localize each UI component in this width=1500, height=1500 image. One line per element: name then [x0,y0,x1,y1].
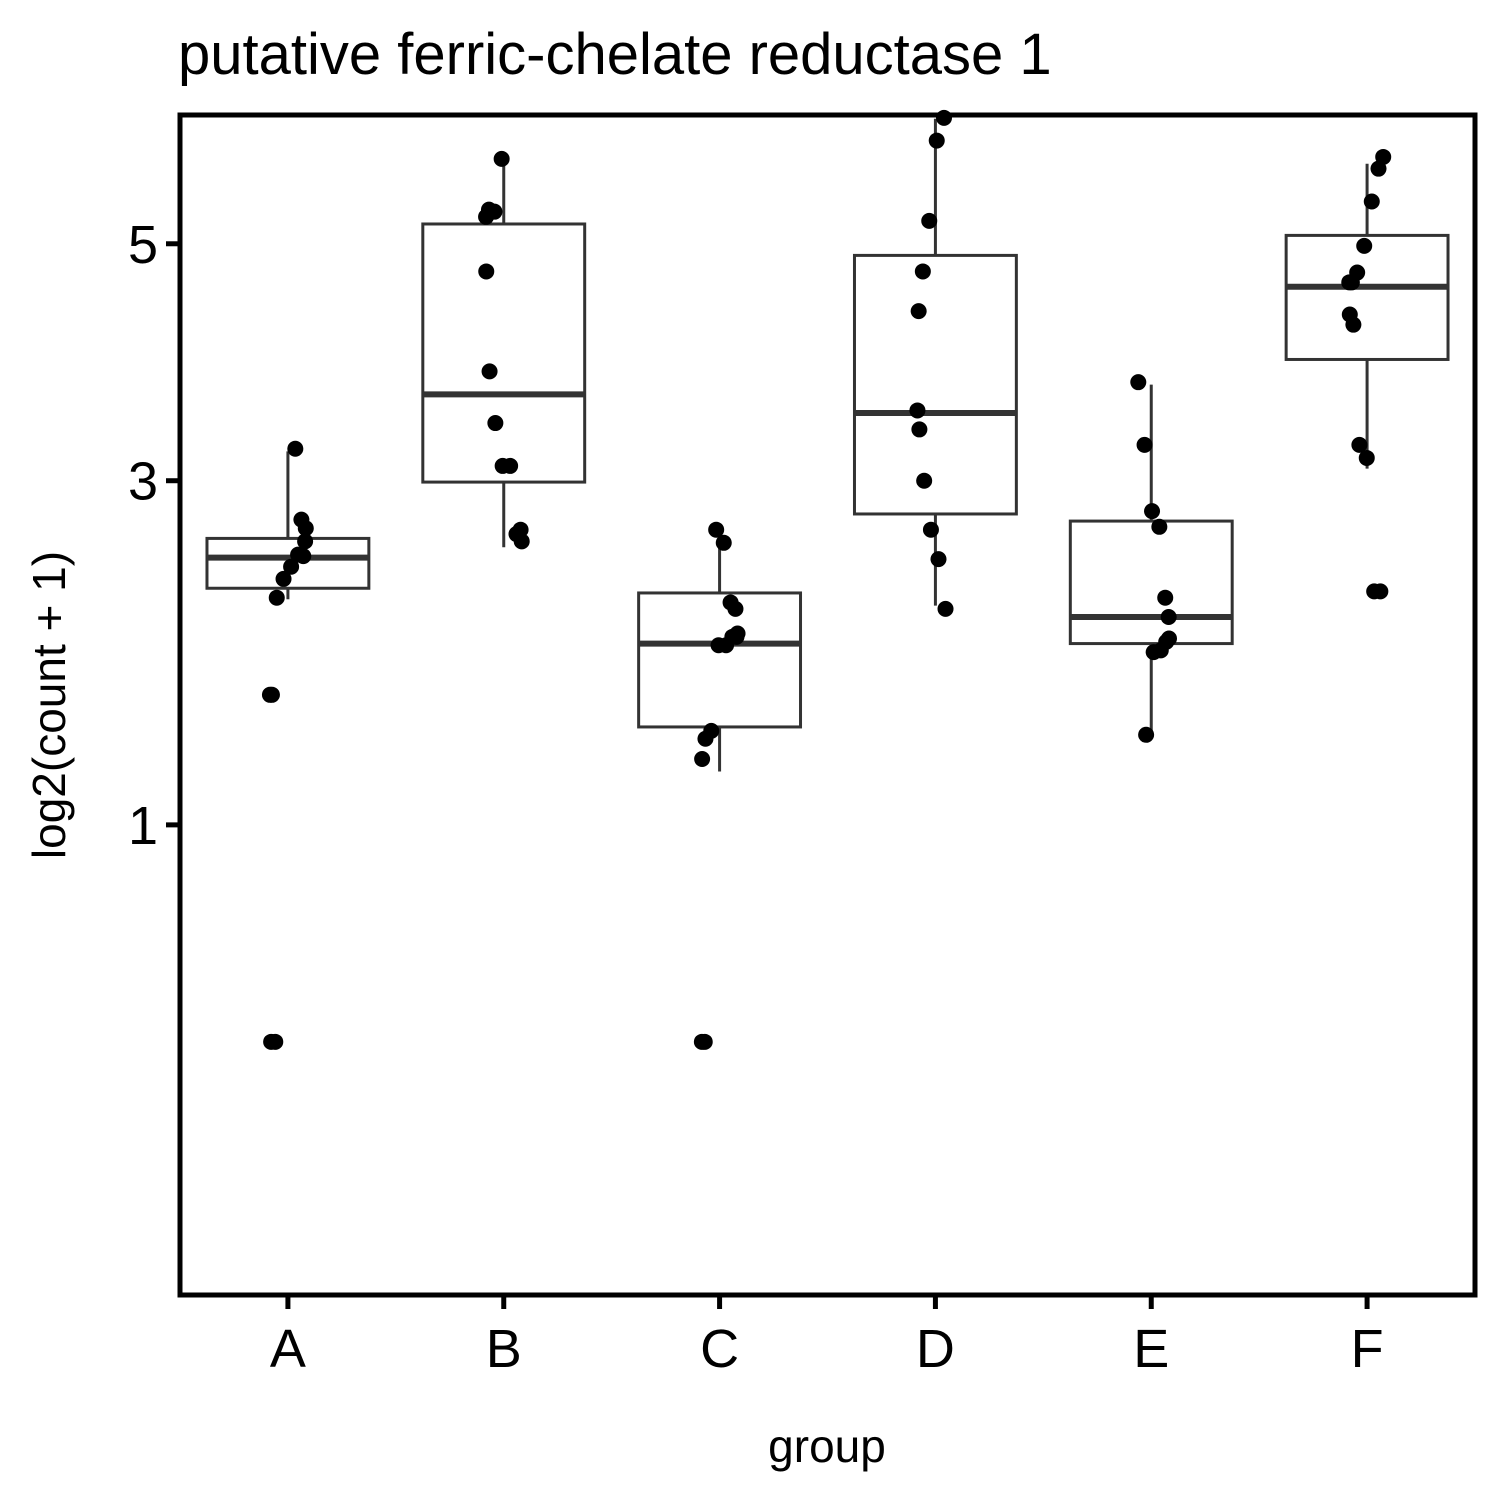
y-axis: 1 3 5 [128,215,180,856]
point-B-10 [512,521,529,538]
point-D-5 [909,402,926,419]
box-E [1068,519,1234,646]
point-D-4 [910,303,927,320]
point-C-3 [727,600,744,617]
point-A-5 [290,546,307,563]
point-E-1 [1136,436,1153,453]
point-F-2 [1363,193,1380,210]
point-D-0 [935,109,952,126]
x-tick-label-E: E [1133,1319,1169,1379]
point-D-1 [928,132,945,149]
point-A-6 [283,558,300,575]
point-B-11 [513,533,530,550]
box-F [1284,233,1450,361]
point-C-13 [696,1033,713,1050]
x-tick-label-B: B [486,1319,522,1379]
point-E-0 [1130,374,1147,391]
point-D-10 [937,600,954,617]
point-A-3 [297,520,314,537]
point-D-7 [916,472,933,489]
point-D-8 [922,521,939,538]
point-E-4 [1157,589,1174,606]
point-B-0 [493,150,510,167]
point-A-0 [287,440,304,457]
point-C-0 [708,521,725,538]
point-F-3 [1356,237,1373,254]
y-tick-label-5: 5 [128,215,158,275]
x-tick-label-D: D [916,1319,955,1379]
x-tick-label-C: C [700,1319,739,1379]
x-axis: A B C D E F [270,1295,1384,1379]
point-A-2 [297,533,314,550]
plot-panel [177,112,1478,1298]
point-layer [261,109,1392,1050]
chart-title: putative ferric-chelate reductase 1 [178,22,1052,87]
point-F-10 [1358,449,1375,466]
point-F-8 [1345,316,1362,333]
point-D-3 [914,263,931,280]
point-D-2 [921,212,938,229]
box-B [421,222,587,484]
point-A-7 [275,570,292,587]
point-A-8 [268,589,285,606]
x-tick-label-F: F [1351,1319,1384,1379]
point-F-1 [1370,160,1387,177]
point-E-2 [1144,503,1161,520]
y-tick-label-3: 3 [128,452,158,512]
point-B-3 [478,208,495,225]
point-E-10 [1138,726,1155,743]
y-tick-label-1: 1 [128,796,158,856]
point-F-9 [1351,436,1368,453]
x-tick-label-A: A [270,1319,306,1379]
point-B-5 [481,363,498,380]
point-D-9 [930,551,947,568]
point-F-12 [1372,583,1389,600]
box-D [852,253,1018,516]
y-axis-title: log2(count + 1) [23,551,75,859]
point-C-11 [694,750,711,767]
point-F-6 [1341,274,1358,291]
point-E-5 [1160,608,1177,625]
point-C-8 [710,637,727,654]
point-C-1 [715,534,732,551]
point-B-6 [487,415,504,432]
point-D-6 [911,421,928,438]
point-E-3 [1151,518,1168,535]
point-B-4 [478,263,495,280]
point-A-10 [261,686,278,703]
point-A-12 [267,1033,284,1050]
point-B-8 [502,457,519,474]
box-C [637,591,803,729]
x-axis-title: group [768,1420,886,1472]
point-E-9 [1145,644,1162,661]
point-C-10 [697,730,714,747]
